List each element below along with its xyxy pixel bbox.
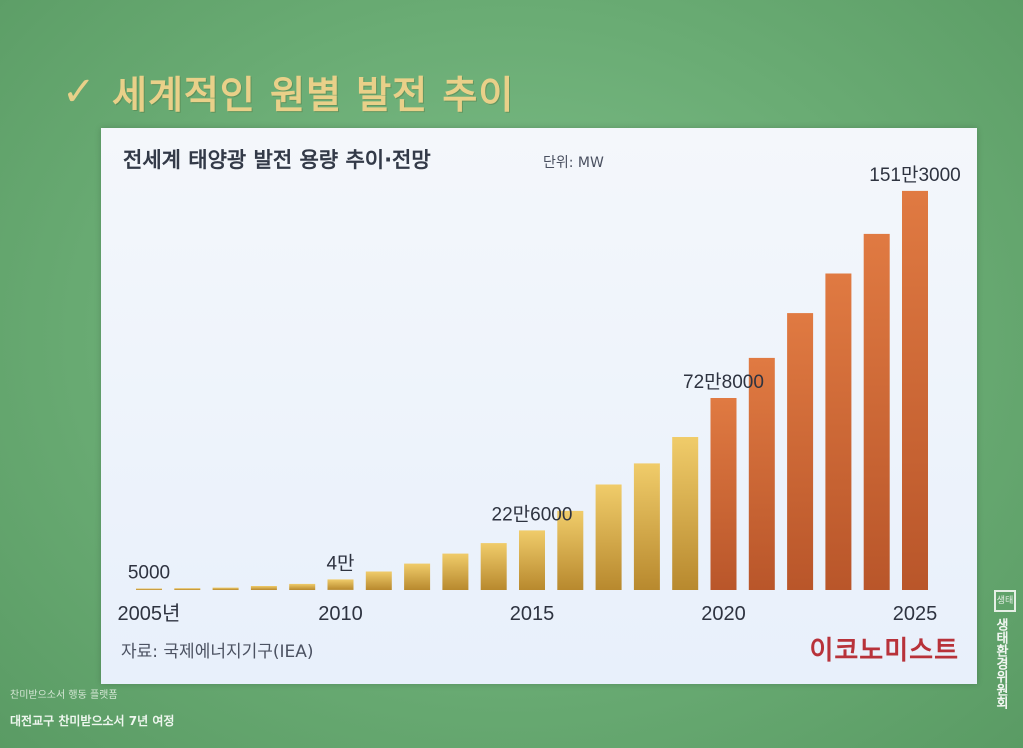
chart-title: 전세계 태양광 발전 용량 추이·전망 xyxy=(123,148,431,172)
bar-2018 xyxy=(633,463,660,590)
x-tick-2005: 2005년 xyxy=(118,602,181,625)
bar-2024 xyxy=(863,233,890,590)
bar-2021 xyxy=(748,357,775,590)
data-label-2005: 5000 xyxy=(128,563,170,584)
slide-title: 세계적인 원별 발전 추이 xyxy=(112,73,515,117)
data-label-2015: 22만6000 xyxy=(492,503,573,525)
bar-2005 xyxy=(136,588,162,590)
check-icon: ✓ xyxy=(62,69,96,115)
bar-2014 xyxy=(480,543,507,590)
bar-2023 xyxy=(825,273,852,590)
data-label-2020: 72만8000 xyxy=(683,371,764,393)
bar-2013 xyxy=(442,553,469,590)
footer-journey-text: 대전교구 찬미받으소서 7년 여정 xyxy=(10,714,175,728)
bar-2017 xyxy=(595,484,622,590)
side-logo: 생태 생태환경위원회 xyxy=(993,590,1016,720)
source-note: 자료: 국제에너지기구(IEA) xyxy=(121,642,314,662)
data-label-2010: 4만 xyxy=(326,552,354,574)
bar-2012 xyxy=(404,563,431,590)
x-tick-2025: 2025 xyxy=(893,603,938,625)
bar-2025 xyxy=(902,190,928,590)
footer-platform-text: 찬미받으소서 행동 플랫폼 xyxy=(10,690,118,701)
bar-2010 xyxy=(327,579,354,590)
bar-2020 xyxy=(710,398,737,590)
bar-2016 xyxy=(557,510,584,590)
chart-panel: 전세계 태양광 발전 용량 추이·전망 단위: MW 5000 4만 22만6000… xyxy=(101,128,977,684)
x-tick-2015: 2015 xyxy=(510,603,555,625)
bar-2022 xyxy=(787,313,814,590)
bar-2011 xyxy=(365,571,392,590)
bar-chart: 5000 4만 22만6000 72만8000 151만3000 2005년 2010 201… xyxy=(118,164,961,625)
brand-logo: 이코노미스트 xyxy=(809,636,959,666)
bar-2008 xyxy=(250,586,277,590)
bar-2006 xyxy=(174,588,201,590)
x-tick-2010: 2010 xyxy=(318,603,363,625)
bar-2007 xyxy=(212,587,239,590)
side-logo-text: 생태환경위원회 xyxy=(993,618,1008,709)
bar-2015 xyxy=(519,530,545,590)
logo-mark-icon: 생태 xyxy=(994,590,1016,612)
bar-2019 xyxy=(672,437,699,590)
x-tick-2020: 2020 xyxy=(701,603,746,625)
bar-2009 xyxy=(289,583,316,590)
chart-unit: 단위: MW xyxy=(543,155,604,171)
data-label-2025: 151만3000 xyxy=(869,164,960,186)
